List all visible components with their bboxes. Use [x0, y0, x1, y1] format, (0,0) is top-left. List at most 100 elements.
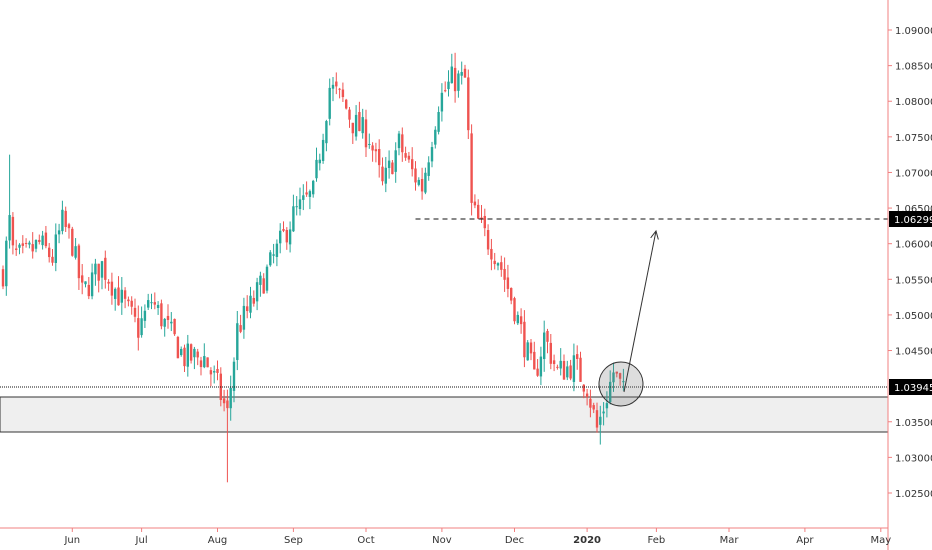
candle-down — [252, 297, 255, 304]
candle-up — [61, 209, 64, 232]
candle-down — [493, 260, 496, 265]
candle-down — [615, 371, 618, 374]
time-tick-label: Oct — [357, 535, 374, 546]
price-tick-label: 1.04500 — [895, 347, 932, 358]
candle-down — [183, 347, 186, 367]
candle-down — [335, 81, 338, 87]
candle-up — [275, 243, 279, 257]
candle-up — [609, 381, 612, 403]
candle-up — [242, 305, 246, 330]
candle-up — [460, 71, 463, 76]
candle-down — [110, 281, 114, 296]
candle-up — [331, 84, 335, 89]
candle-up — [147, 300, 150, 308]
candle-up — [288, 229, 292, 245]
candle-down — [341, 89, 345, 98]
time-tick-label: Jun — [63, 535, 80, 546]
candle-up — [84, 281, 87, 285]
candle-down — [589, 398, 592, 408]
candle-up — [312, 180, 315, 195]
candle-down — [107, 281, 110, 284]
target-price-label: 1.06299 — [894, 215, 932, 226]
candle-down — [381, 166, 384, 182]
price-axis[interactable]: 1.09000 1.08500 1.08000 1.07500 1.07000 1.065… — [888, 26, 932, 500]
candle-down — [562, 361, 566, 380]
candle-up — [440, 92, 444, 112]
candle-up — [8, 215, 11, 241]
candle-up — [170, 321, 173, 324]
candle-down — [209, 370, 213, 375]
candle-down — [21, 243, 24, 246]
candle-down — [48, 247, 51, 258]
candle-down — [97, 263, 100, 281]
candle-down — [11, 216, 15, 246]
candle-up — [150, 302, 153, 304]
price-tick-label: 1.05500 — [895, 275, 932, 286]
candle-up — [539, 356, 543, 377]
candle-down — [506, 277, 510, 289]
highlight-circle[interactable] — [598, 361, 644, 407]
candle-up — [229, 387, 232, 409]
support-zone[interactable] — [0, 396, 889, 433]
candle-down — [582, 384, 585, 392]
candle-up — [255, 282, 259, 302]
candle-up — [18, 244, 21, 248]
time-tick-label: Sep — [284, 535, 303, 546]
candle-down — [444, 90, 447, 92]
price-tick-label: 1.03500 — [895, 418, 932, 429]
candle-down — [358, 112, 361, 132]
candle-up — [566, 366, 569, 378]
candle-down — [127, 299, 130, 302]
candle-down — [31, 244, 34, 252]
candle-down — [533, 351, 536, 370]
projection-arrow[interactable] — [623, 231, 656, 393]
candle-down — [338, 88, 341, 90]
candle-down — [483, 215, 486, 229]
time-tick-label: Dec — [505, 535, 524, 546]
candle-down — [176, 336, 180, 359]
candle-down — [67, 224, 71, 229]
target-price-label-bg — [889, 211, 932, 227]
candle-down — [556, 366, 559, 368]
candle-up — [114, 288, 117, 299]
candle-down — [345, 99, 348, 109]
candle-down — [24, 242, 28, 244]
candle-down — [453, 67, 457, 92]
candle-up — [308, 191, 312, 197]
candle-down — [305, 192, 308, 195]
candle-down — [513, 298, 516, 322]
candle-down — [420, 178, 424, 192]
candle-up — [572, 355, 576, 382]
time-tick-label: Aug — [208, 535, 228, 546]
candle-down — [411, 159, 414, 170]
time-tick-label: Jul — [135, 535, 148, 546]
candle-down — [206, 357, 209, 368]
time-axis[interactable]: Jun Jul Aug Sep Oct Nov Dec 2020 Feb Mar Apr May — [63, 528, 891, 546]
candle-down — [414, 168, 417, 183]
candle-up — [120, 289, 123, 303]
candle-up — [496, 263, 500, 266]
candle-up — [599, 416, 602, 425]
candle-down — [618, 373, 622, 379]
candle-up — [203, 356, 206, 368]
candle-up — [328, 87, 331, 119]
time-tick-label: Apr — [796, 535, 814, 546]
candle-down — [595, 410, 599, 428]
candle-up — [315, 159, 318, 179]
candle-down — [130, 300, 133, 307]
candle-down — [519, 316, 523, 325]
candle-up — [54, 234, 57, 264]
candle-up — [318, 159, 321, 164]
price-tick-label: 1.02500 — [895, 489, 932, 500]
candle-down — [503, 268, 506, 280]
candle-up — [140, 318, 143, 336]
candle-down — [480, 217, 483, 220]
candle-down — [576, 354, 579, 360]
candle-up — [213, 371, 216, 373]
candle-down — [199, 360, 203, 368]
candle-down — [246, 306, 249, 312]
candle-up — [437, 112, 440, 132]
candle-down — [226, 400, 229, 409]
candle-down — [222, 398, 226, 404]
